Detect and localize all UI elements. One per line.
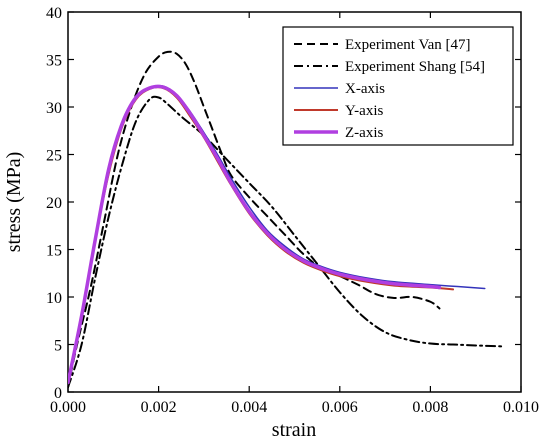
legend-label: Experiment Shang [54] xyxy=(345,59,485,75)
series-line-experiment-van-47 xyxy=(68,50,441,389)
x-tick-label: 0.004 xyxy=(231,399,267,416)
y-axis-ticks: 0 5 10 15 20 25 30 35 40 xyxy=(46,5,521,402)
y-tick-label: 5 xyxy=(54,338,62,355)
y-tick-label: 15 xyxy=(46,243,62,260)
y-tick-label: 30 xyxy=(46,100,62,117)
series-line-experiment-shang-54 xyxy=(68,95,504,389)
y-tick-label: 20 xyxy=(46,195,62,212)
series-line-z-axis xyxy=(68,84,442,385)
x-tick-label: 0.010 xyxy=(503,399,539,416)
legend: Experiment Van [47] Experiment Shang [54]… xyxy=(282,26,514,146)
x-tick-label: 0.008 xyxy=(412,399,448,416)
y-tick-label: 0 xyxy=(54,385,62,402)
x-tick-label: 0.002 xyxy=(141,399,177,416)
legend-label: Experiment Van [47] xyxy=(345,37,471,53)
x-axis-title: strain xyxy=(272,419,316,441)
y-axis-title: stress (MPa) xyxy=(3,152,25,253)
x-axis-ticks: 0.000 0.002 0.004 0.006 0.008 0.010 xyxy=(50,12,539,416)
legend-label: Y-axis xyxy=(345,103,383,119)
legend-label: X-axis xyxy=(345,81,385,97)
series-layer xyxy=(68,50,504,389)
x-tick-label: 0.000 xyxy=(50,399,86,416)
legend-box xyxy=(282,26,514,146)
y-tick-label: 35 xyxy=(46,53,62,70)
x-tick-label: 0.006 xyxy=(322,399,358,416)
legend-label: Z-axis xyxy=(345,125,383,141)
y-tick-label: 10 xyxy=(46,290,62,307)
y-tick-label: 40 xyxy=(46,5,62,22)
y-tick-label: 25 xyxy=(46,148,62,165)
